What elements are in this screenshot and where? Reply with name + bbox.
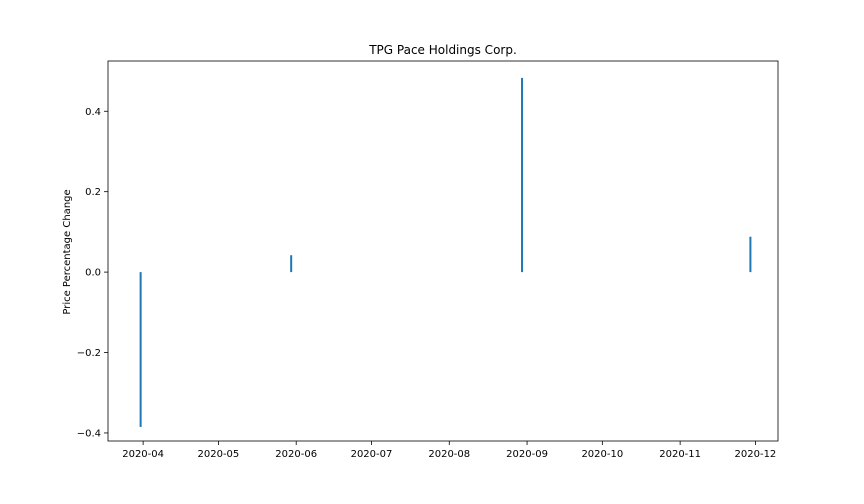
x-tick-label: 2020-05 (198, 449, 240, 460)
x-tick-label: 2020-11 (659, 449, 701, 460)
chart-title: TPG Pace Holdings Corp. (368, 43, 517, 57)
y-tick-label: 0.0 (85, 268, 101, 279)
y-axis-ticks: 0.4 0.2 0.0 −0.2 −0.4 (77, 107, 108, 439)
x-tick-label: 2020-08 (428, 449, 470, 460)
x-tick-label: 2020-06 (275, 449, 317, 460)
x-tick-label: 2020-12 (735, 449, 777, 460)
x-tick-label: 2020-04 (122, 449, 164, 460)
x-axis-ticks: 2020-04 2020-05 2020-06 2020-07 2020-08 2020-… (122, 441, 776, 460)
y-tick-label: −0.4 (77, 428, 101, 439)
x-tick-label: 2020-07 (351, 449, 393, 460)
bar (749, 236, 752, 273)
bar (290, 255, 293, 273)
y-axis-label: Price Percentage Change (62, 189, 73, 314)
axes-frame (107, 60, 779, 442)
bar-series (139, 77, 752, 427)
bar (521, 77, 524, 273)
y-tick-label: 0.4 (85, 107, 101, 118)
y-tick-label: 0.2 (85, 187, 101, 198)
y-tick-label: −0.2 (77, 348, 101, 359)
bar (139, 272, 142, 427)
x-tick-label: 2020-09 (506, 449, 548, 460)
x-tick-label: 2020-10 (581, 449, 623, 460)
